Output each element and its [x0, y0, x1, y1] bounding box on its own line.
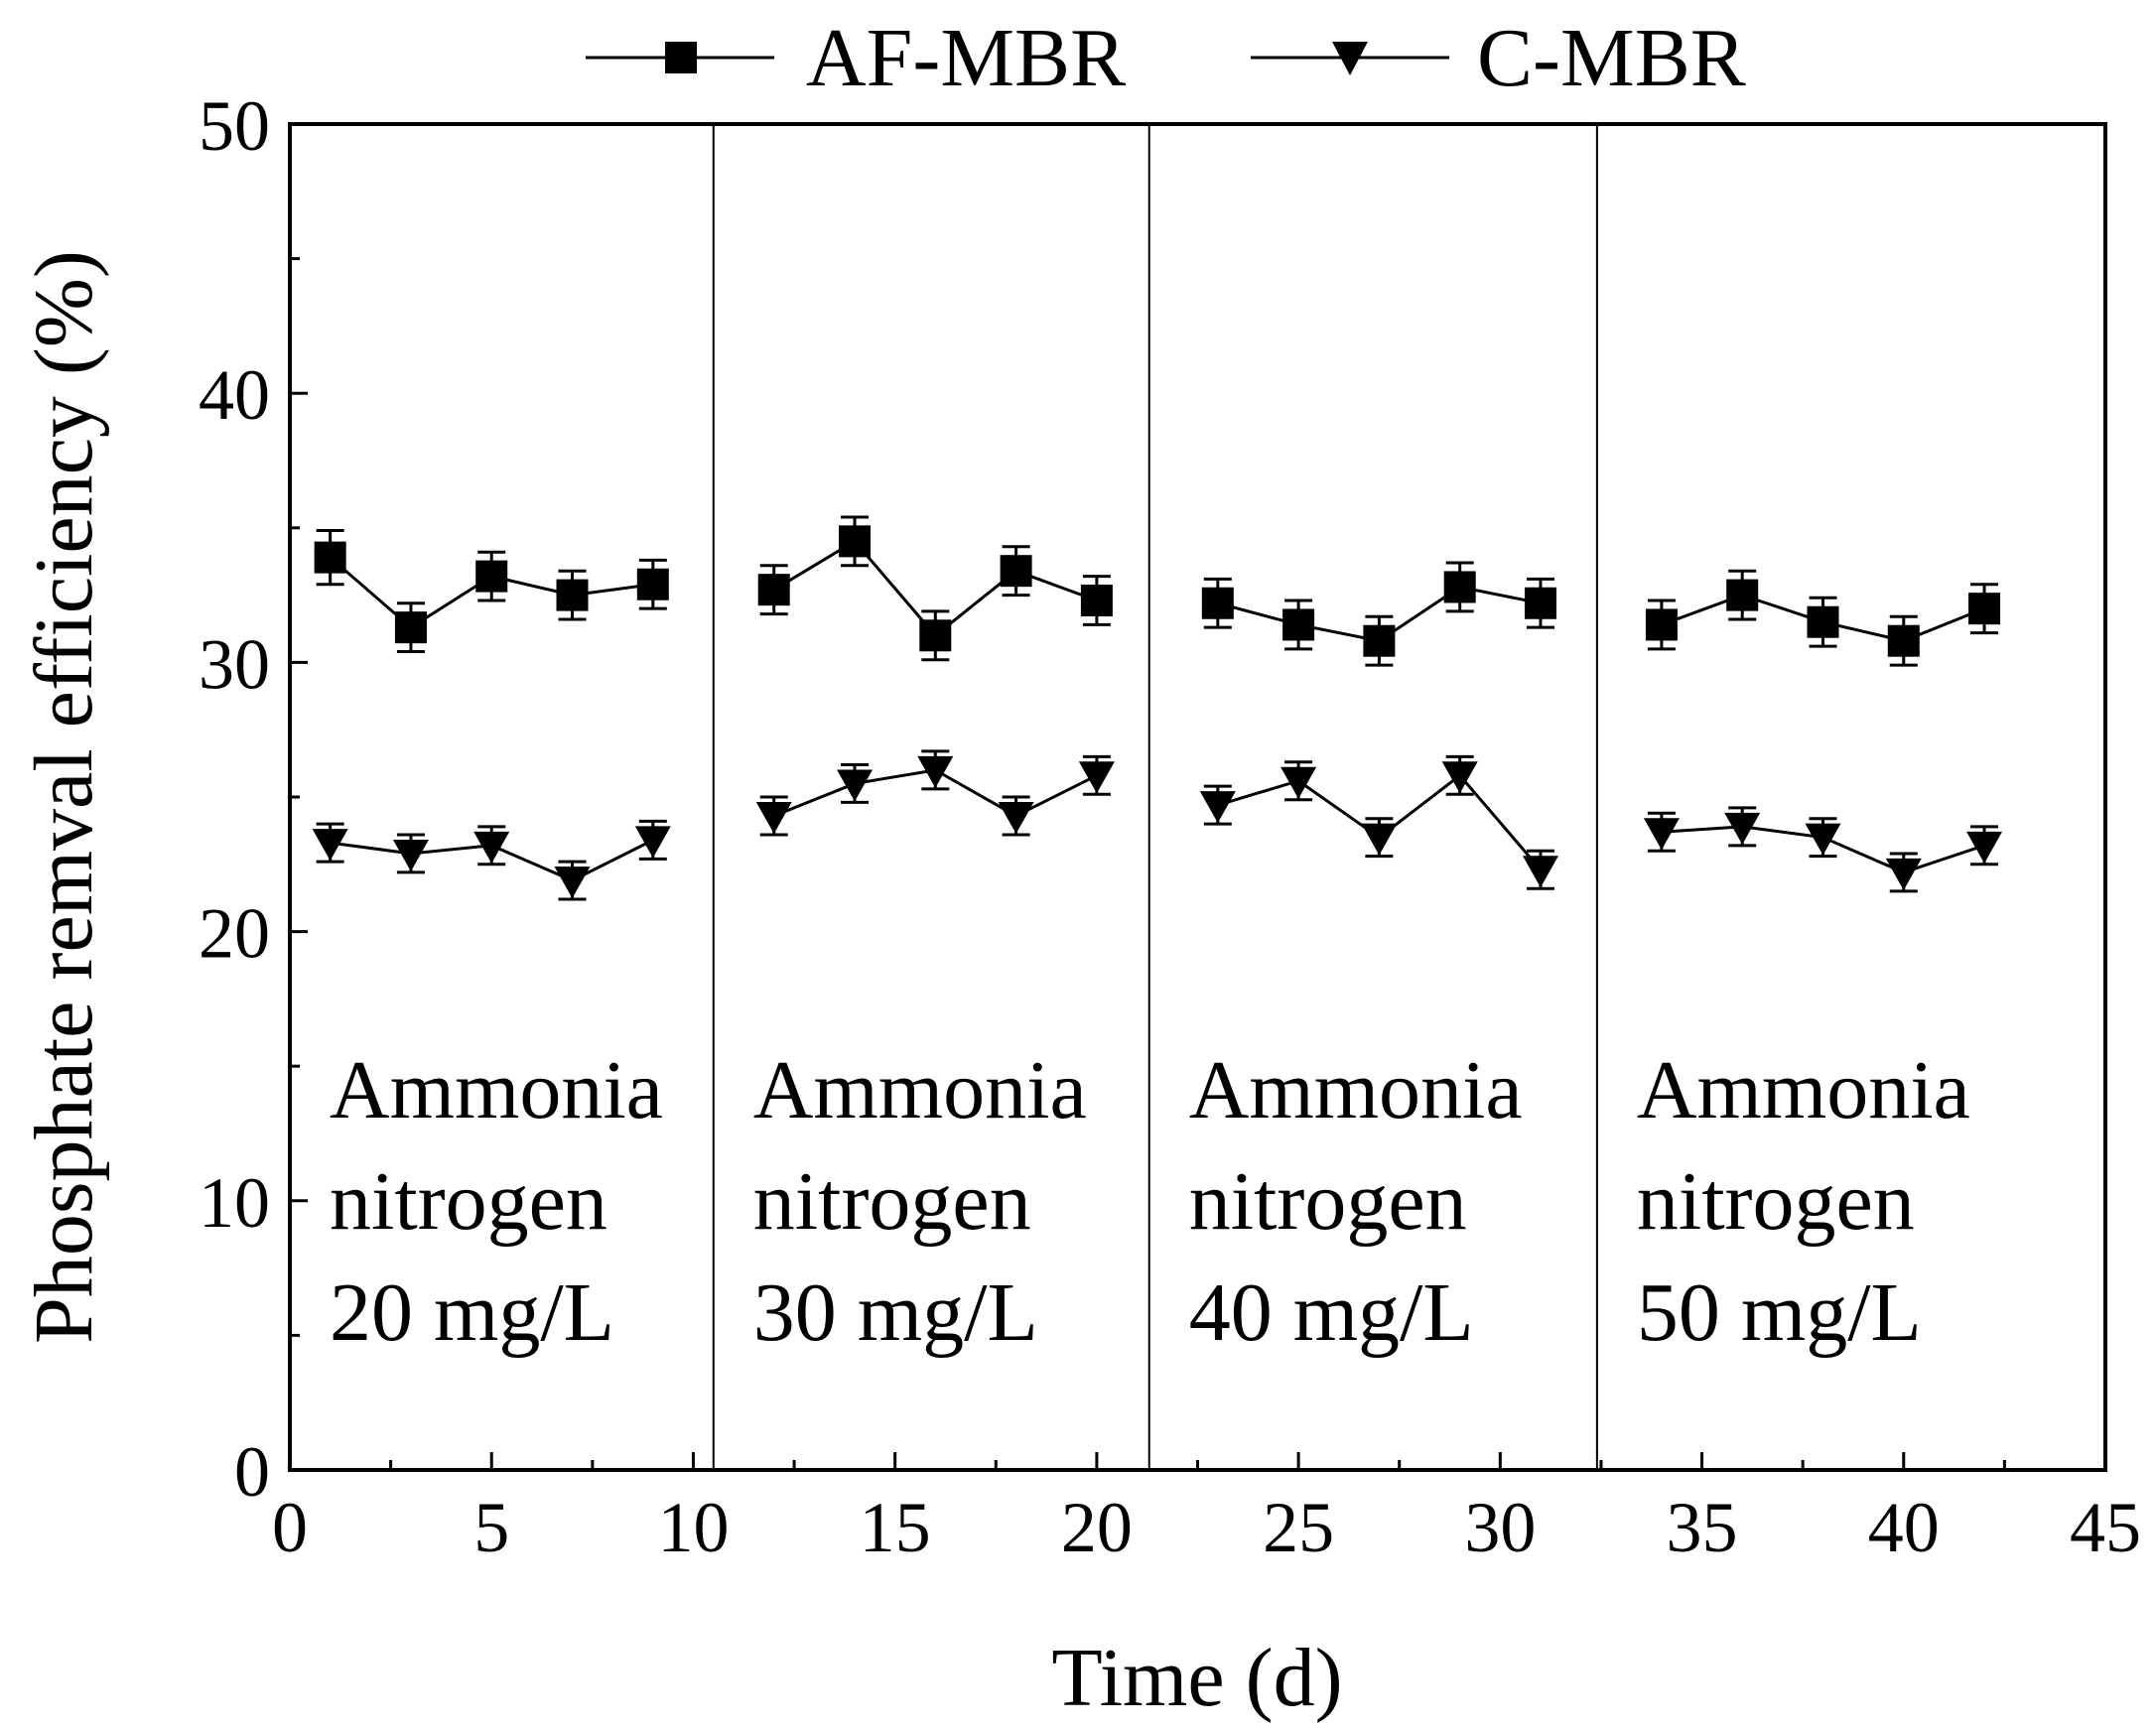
data-point-AF-MBR: [1645, 608, 1678, 641]
data-point-C-MBR: [1361, 823, 1398, 856]
data-point-AF-MBR: [1524, 587, 1556, 619]
data-point-C-MBR: [1280, 766, 1317, 799]
region-label-line: Ammonia: [1189, 1044, 1523, 1136]
x-tick-label: 40: [1868, 1488, 1940, 1567]
data-point-C-MBR: [634, 826, 671, 859]
region-label-line: Ammonia: [330, 1044, 663, 1136]
data-point-AF-MBR: [636, 568, 669, 600]
x-tick-label: 15: [860, 1488, 931, 1567]
data-point-AF-MBR: [1968, 593, 2001, 625]
region-label-line: nitrogen: [1637, 1155, 1915, 1248]
x-tick-label: 5: [473, 1488, 509, 1567]
x-tick-label: 25: [1263, 1488, 1334, 1567]
x-tick-label: 30: [1464, 1488, 1536, 1567]
y-tick-label: 40: [199, 355, 270, 435]
legend-af-label: AF-MBR: [806, 12, 1126, 104]
data-point-AF-MBR: [475, 560, 508, 593]
legend-af-marker: [665, 42, 697, 73]
series-AF-MBR: [314, 515, 2001, 667]
data-point-AF-MBR: [394, 611, 427, 644]
data-point-AF-MBR: [839, 525, 872, 558]
data-point-C-MBR: [998, 801, 1034, 834]
data-point-AF-MBR: [1201, 587, 1234, 619]
region-label-line: 30 mg/L: [753, 1266, 1038, 1359]
data-point-AF-MBR: [1000, 555, 1032, 588]
data-point-C-MBR: [1885, 858, 1922, 890]
region-label-line: 20 mg/L: [330, 1266, 614, 1359]
y-axis: 0 10 20 30 40 50: [199, 86, 308, 1512]
data-point-AF-MBR: [919, 619, 952, 652]
region-label-line: 40 mg/L: [1189, 1266, 1474, 1359]
data-point-C-MBR: [1199, 791, 1236, 824]
data-point-C-MBR: [1441, 761, 1478, 794]
x-tick-label: 45: [2070, 1488, 2141, 1567]
region-label-1: Ammonia nitrogen 20 mg/L: [330, 1044, 663, 1359]
x-tick-label: 0: [272, 1488, 308, 1567]
data-point-C-MBR: [917, 755, 954, 788]
data-point-C-MBR: [1966, 831, 2003, 864]
region-label-line: Ammonia: [753, 1044, 1087, 1136]
data-point-AF-MBR: [1807, 605, 1839, 638]
legend-c-label: C-MBR: [1477, 12, 1746, 104]
region-label-3: Ammonia nitrogen 40 mg/L: [1189, 1044, 1523, 1359]
data-point-C-MBR: [1078, 761, 1115, 794]
data-point-C-MBR: [755, 801, 792, 834]
y-tick-label: 20: [199, 894, 270, 974]
series-C-MBR: [312, 749, 2003, 901]
region-label-line: nitrogen: [753, 1155, 1031, 1248]
y-tick-label: 30: [199, 624, 270, 704]
data-point-C-MBR: [312, 829, 348, 862]
data-point-AF-MBR: [1282, 608, 1315, 641]
data-point-AF-MBR: [1363, 624, 1396, 657]
data-point-AF-MBR: [1080, 585, 1113, 617]
y-tick-label: 50: [199, 86, 270, 166]
data-point-AF-MBR: [556, 579, 589, 611]
data-point-C-MBR: [473, 831, 510, 864]
region-label-line: nitrogen: [330, 1155, 607, 1248]
data-point-AF-MBR: [314, 541, 346, 574]
data-point-C-MBR: [1522, 856, 1558, 888]
region-dividers: [712, 124, 1598, 1470]
data-point-C-MBR: [1724, 812, 1761, 845]
data-series: [312, 515, 2003, 901]
data-point-AF-MBR: [1443, 571, 1476, 603]
region-labels: Ammonia nitrogen 20 mg/L Ammonia nitrogen 30 …: [330, 1044, 1970, 1359]
region-label-line: Ammonia: [1637, 1044, 1970, 1136]
x-axis-title: Time (d): [1051, 1632, 1342, 1724]
x-tick-label: 10: [657, 1488, 729, 1567]
data-point-AF-MBR: [757, 574, 790, 606]
region-label-line: nitrogen: [1189, 1155, 1467, 1248]
x-tick-label: 20: [1061, 1488, 1133, 1567]
y-axis-title: Phosphate remval efficiency (%): [18, 250, 110, 1344]
data-point-C-MBR: [392, 839, 429, 871]
data-point-C-MBR: [1643, 818, 1680, 851]
data-point-C-MBR: [1805, 823, 1841, 856]
y-tick-label: 10: [199, 1163, 270, 1243]
data-point-C-MBR: [837, 769, 874, 802]
legend-c-marker: [1332, 42, 1368, 75]
y-tick-label: 0: [234, 1432, 270, 1512]
data-point-C-MBR: [554, 866, 591, 899]
x-axis: 0 5 10 15 20 25 30 35 40 45: [272, 1452, 2141, 1567]
region-label-2: Ammonia nitrogen 30 mg/L: [753, 1044, 1087, 1359]
data-point-AF-MBR: [1726, 579, 1759, 611]
legend: AF-MBR C-MBR: [586, 12, 1746, 104]
x-tick-label: 35: [1667, 1488, 1738, 1567]
region-label-line: 50 mg/L: [1637, 1266, 1922, 1359]
data-point-AF-MBR: [1887, 624, 1920, 657]
region-label-4: Ammonia nitrogen 50 mg/L: [1637, 1044, 1970, 1359]
